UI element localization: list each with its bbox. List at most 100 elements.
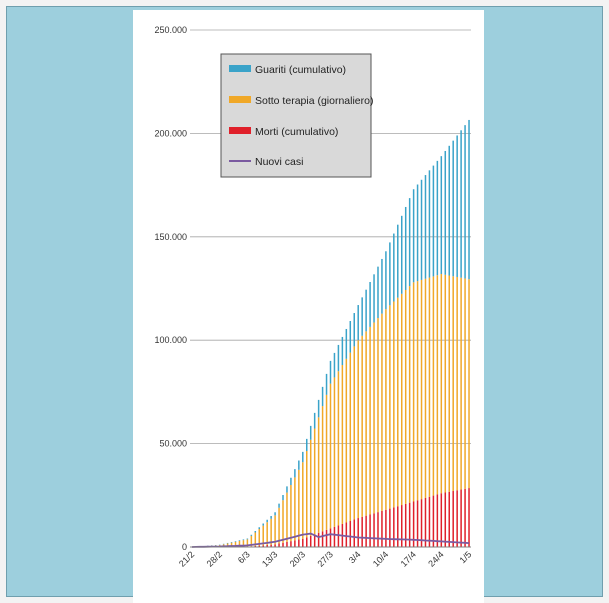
bar-morti: [369, 514, 371, 547]
bar-morti: [325, 529, 328, 547]
bar-guariti: [397, 224, 399, 298]
bar-morti: [266, 544, 268, 547]
bar-guariti: [365, 289, 367, 332]
x-tick-label: 13/3: [260, 549, 279, 568]
bar-morti: [337, 525, 340, 547]
legend-swatch-terapia: [229, 96, 251, 103]
bar-sotto-terapia: [377, 318, 379, 513]
bar-sotto-terapia: [274, 515, 276, 545]
bar-sotto-terapia: [369, 326, 371, 515]
bar-morti: [432, 495, 435, 547]
x-tick-label: 24/4: [426, 549, 445, 568]
bar-guariti: [353, 313, 355, 347]
y-tick-label: 250.000: [154, 25, 187, 35]
bar-sotto-terapia: [309, 439, 312, 536]
bar-morti: [353, 519, 355, 547]
bar-guariti: [377, 266, 379, 319]
bar-guariti: [226, 542, 229, 544]
bar-guariti: [286, 486, 288, 493]
bar-guariti: [282, 495, 284, 501]
bar-sotto-terapia: [270, 518, 272, 545]
nuovi-casi-line-group: [191, 532, 470, 548]
bar-guariti: [274, 512, 276, 516]
bar-sotto-terapia: [412, 282, 415, 502]
bar-sotto-terapia: [385, 309, 387, 510]
bar-sotto-terapia: [393, 301, 395, 508]
bar-guariti: [393, 233, 395, 302]
bar-sotto-terapia: [432, 276, 435, 496]
x-tick-label: 28/2: [205, 549, 224, 568]
bar-morti: [460, 489, 462, 547]
bar-sotto-terapia: [464, 278, 466, 489]
bar-guariti: [468, 119, 470, 280]
bar-sotto-terapia: [349, 352, 352, 522]
bar-morti: [452, 491, 454, 547]
bar-morti: [444, 492, 447, 547]
bar-guariti: [333, 352, 336, 378]
bar-morti: [302, 538, 304, 547]
bar-sotto-terapia: [408, 286, 411, 503]
bar-sotto-terapia: [424, 278, 427, 498]
bar-guariti: [420, 179, 423, 280]
bar-guariti: [313, 412, 316, 429]
bar-guariti: [306, 438, 308, 451]
x-tick-label: 10/4: [371, 549, 390, 568]
bar-sotto-terapia: [436, 275, 439, 495]
bar-sotto-terapia: [460, 277, 462, 490]
bar-morti: [389, 508, 391, 547]
bar-guariti: [424, 175, 427, 279]
x-tick-label: 1/5: [458, 549, 474, 565]
bar-sotto-terapia: [258, 529, 261, 546]
bar-sotto-terapia: [389, 305, 391, 509]
bar-guariti: [298, 460, 300, 470]
bar-morti: [294, 540, 296, 547]
x-tick-label: 6/3: [236, 549, 252, 565]
bar-guariti: [460, 130, 462, 278]
bar-morti: [468, 488, 470, 547]
y-tick-label: 50.000: [159, 439, 187, 449]
bar-guariti: [385, 251, 387, 310]
bar-morti: [321, 531, 324, 547]
bar-morti: [270, 544, 272, 547]
y-tick-label: 150.000: [154, 232, 187, 242]
bar-sotto-terapia: [254, 532, 257, 546]
bar-sotto-terapia: [365, 331, 367, 516]
bar-morti: [278, 543, 280, 547]
bar-guariti: [321, 386, 324, 407]
bar-guariti: [428, 170, 431, 278]
bar-sotto-terapia: [282, 500, 284, 543]
bar-morti: [385, 509, 387, 547]
bar-morti: [258, 545, 261, 547]
bar-morti: [349, 521, 352, 547]
bar-morti: [404, 503, 407, 547]
bar-sotto-terapia: [397, 297, 399, 507]
bar-sotto-terapia: [266, 522, 268, 545]
bar-morti: [448, 491, 450, 547]
bar-guariti: [246, 538, 249, 540]
y-tick-label: 0: [182, 542, 187, 552]
bar-sotto-terapia: [306, 450, 308, 538]
bar-morti: [381, 510, 383, 547]
bar-sotto-terapia: [286, 492, 288, 542]
bar-morti: [456, 490, 458, 547]
bar-guariti: [412, 189, 415, 283]
x-tick-label: 3/4: [347, 549, 363, 565]
bar-morti: [464, 488, 466, 547]
bar-guariti: [238, 540, 241, 541]
bar-morti: [286, 541, 288, 547]
bar-morti: [274, 544, 276, 547]
bar-guariti: [448, 145, 450, 276]
bar-sotto-terapia: [373, 322, 375, 514]
x-tick-label: 27/3: [315, 549, 334, 568]
bar-guariti: [329, 360, 332, 384]
bar-morti: [290, 541, 292, 547]
chart: 0 50.000 100.000 150.000 200.000 250.000 21/2…: [154, 25, 474, 569]
legend-label-guariti: Guariti (cumulativo): [255, 64, 346, 76]
bar-guariti: [302, 451, 304, 463]
legend: Guariti (cumulativo) Sotto terapia (gior…: [220, 53, 373, 178]
bar-sotto-terapia: [440, 274, 443, 494]
bar-morti: [361, 516, 363, 547]
bar-morti: [329, 528, 332, 547]
nuovi-casi-line: [191, 532, 470, 548]
bar-guariti: [456, 135, 458, 277]
